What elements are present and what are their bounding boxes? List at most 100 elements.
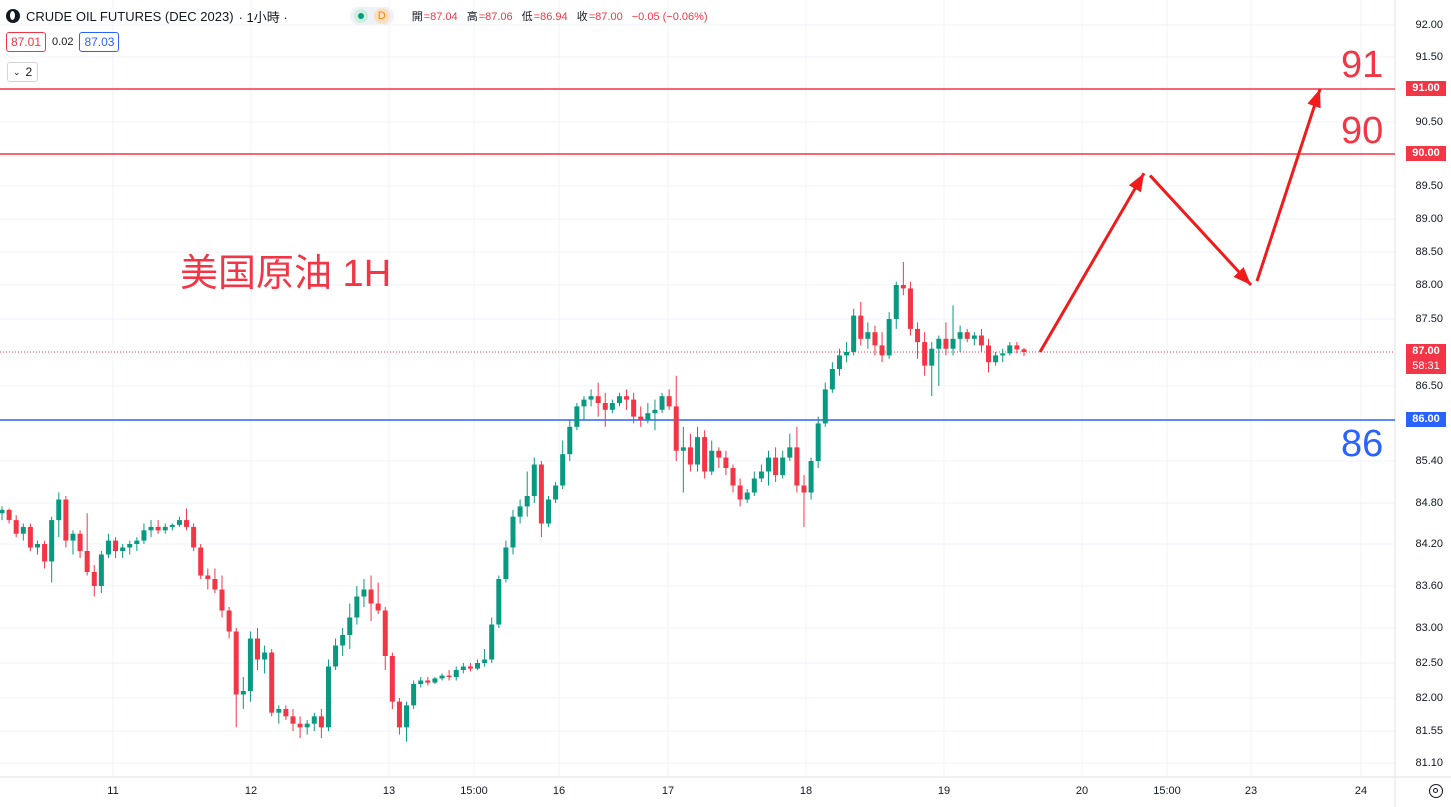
candle [872,325,878,356]
candle [482,649,488,667]
candle-body [872,332,878,346]
candle-body [836,355,842,369]
candle [63,496,69,548]
candle [744,489,750,503]
candle [794,426,800,493]
candle [240,677,246,709]
candle [475,659,481,670]
candle-body [460,666,466,670]
symbol-title[interactable]: CRUDE OIL FUTURES (DEC 2023) [26,8,234,24]
interval-label[interactable]: · 1小時 · [238,9,288,25]
candle-body [886,319,892,356]
candle [446,670,452,681]
price-tick: 90.50 [1415,116,1443,128]
candle [325,659,331,731]
candle [467,663,473,672]
candle-body [219,589,225,611]
candle-body [425,680,431,683]
candle-body [91,572,97,586]
candle [255,628,260,670]
low-value: =86.94 [533,11,568,23]
candle-body [766,457,771,472]
candle [382,607,388,670]
price-tick: 87.50 [1415,313,1443,325]
price-tick: 88.50 [1415,246,1443,258]
symbol-header: CRUDE OIL FUTURES (DEC 2023) · 1小時 · D 開… [6,6,714,26]
candle [844,342,850,363]
candle-body [737,485,743,500]
bid-button[interactable]: 87.01 [6,32,47,52]
candle [113,537,119,558]
candle-body [758,471,764,479]
candle [986,338,992,373]
time-tick: 13 [382,785,396,797]
projection-arrow-head [1128,173,1144,193]
candle-body [581,399,587,407]
low-label: 低 [521,11,533,23]
candle [340,628,346,656]
candle-body [333,645,339,667]
candle-body [63,499,69,541]
candle-body [631,399,637,417]
candle-body [396,701,402,728]
candle [907,281,913,336]
candle [1021,348,1027,357]
candle-body [616,396,622,403]
candle [453,666,459,681]
time-tick: 12 [244,785,258,797]
candle [290,709,296,731]
price-tick: 85.40 [1415,455,1443,467]
candle [311,712,317,731]
candle-body [6,509,12,521]
time-tick: 15:00 [460,785,488,797]
projection-arrow-shaft [1255,88,1322,282]
candle-body [673,406,679,451]
candle [829,362,835,393]
open-label: 開 [411,11,423,23]
horizontal-levels [0,88,1395,421]
candle [269,649,275,717]
candle-body [255,638,260,660]
candle [233,628,239,728]
candle-body [368,589,374,604]
candle [297,716,303,739]
candle [886,312,892,359]
candle [851,308,857,356]
candle-body [773,457,779,475]
candle-body [347,617,353,635]
candle [304,720,310,735]
candle [389,652,395,709]
candle-body [978,335,984,346]
candle-body [1014,345,1020,350]
candle-body [808,461,814,493]
candle-body [588,396,594,400]
candle [219,575,225,618]
candle-body [98,554,104,586]
candle-body [858,315,864,339]
market-status-dot-icon [353,9,368,23]
candle-body [702,437,708,472]
settings-gear-icon[interactable] [1429,784,1443,798]
candle [702,430,708,479]
candle-body [822,389,828,424]
candle-body [929,348,935,366]
candle-body [269,652,275,713]
ask-button[interactable]: 87.03 [79,32,120,52]
candle [538,461,544,538]
price-tick: 91.50 [1415,51,1443,63]
candle-body [382,610,388,656]
market-tag: D [373,8,390,24]
chart-annotation-title: 美国原油 1H [180,253,392,295]
candle [205,568,211,590]
projection-arrows [1038,88,1322,353]
market-status[interactable]: D [349,7,394,25]
candle [134,537,140,551]
candle-body [439,675,445,679]
candle-body [113,540,119,551]
candle-body [446,675,452,677]
candle-body [411,684,417,706]
candle-body [34,544,40,548]
indicators-toggle[interactable]: ⌄ 2 [7,62,39,82]
